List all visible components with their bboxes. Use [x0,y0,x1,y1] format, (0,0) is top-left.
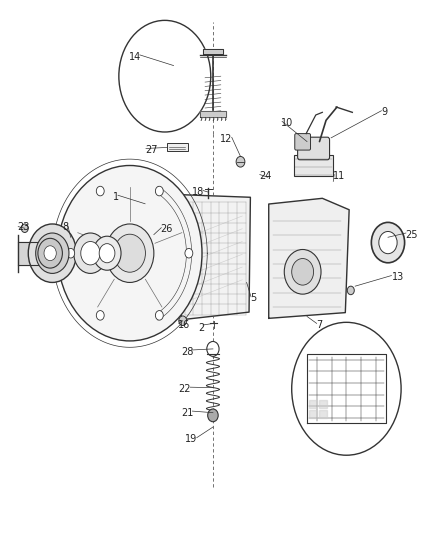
Polygon shape [318,400,326,408]
Circle shape [291,322,400,455]
Circle shape [291,259,313,285]
Circle shape [21,224,28,232]
Text: 24: 24 [258,171,271,181]
Circle shape [99,244,115,263]
Polygon shape [308,400,316,408]
Circle shape [67,248,74,258]
Polygon shape [203,49,222,54]
FancyBboxPatch shape [166,143,188,151]
Text: 2: 2 [198,322,204,333]
Text: 13: 13 [392,272,404,282]
Text: 7: 7 [315,320,321,330]
Circle shape [119,20,210,132]
Circle shape [96,311,104,320]
Text: 27: 27 [145,144,157,155]
Circle shape [81,241,100,265]
Text: 14: 14 [128,52,141,61]
Text: 19: 19 [185,434,197,445]
Circle shape [28,224,76,282]
Polygon shape [18,241,45,265]
FancyBboxPatch shape [294,134,310,150]
Circle shape [178,316,186,326]
Circle shape [93,236,121,270]
Circle shape [74,233,107,273]
Text: 5: 5 [250,293,256,303]
Text: 1: 1 [113,192,119,203]
Circle shape [44,246,56,261]
FancyBboxPatch shape [297,137,329,160]
Text: 11: 11 [332,171,345,181]
Circle shape [207,409,218,422]
Circle shape [35,233,69,273]
Circle shape [155,311,163,320]
Text: 23: 23 [17,222,30,232]
Text: 12: 12 [220,134,232,144]
Circle shape [284,249,320,294]
Text: 21: 21 [180,408,193,418]
Polygon shape [181,195,250,320]
Text: 25: 25 [405,230,417,240]
Circle shape [96,186,104,196]
Polygon shape [268,198,348,318]
Circle shape [371,222,404,263]
Circle shape [155,186,163,196]
Circle shape [346,286,353,295]
Text: 26: 26 [160,224,173,235]
Polygon shape [308,410,316,418]
Text: 22: 22 [178,384,191,394]
Circle shape [378,231,396,254]
Text: 9: 9 [381,107,387,117]
Circle shape [38,238,62,268]
Circle shape [106,224,153,282]
Circle shape [57,165,201,341]
Polygon shape [199,111,226,117]
Text: 28: 28 [180,346,193,357]
Circle shape [184,248,192,258]
Text: 18: 18 [191,187,204,197]
Circle shape [206,342,219,357]
Polygon shape [318,410,326,418]
Text: 10: 10 [280,118,292,128]
Text: 16: 16 [177,320,190,330]
Circle shape [114,234,145,272]
FancyBboxPatch shape [293,156,332,176]
Text: 8: 8 [62,222,68,232]
Circle shape [236,157,244,167]
